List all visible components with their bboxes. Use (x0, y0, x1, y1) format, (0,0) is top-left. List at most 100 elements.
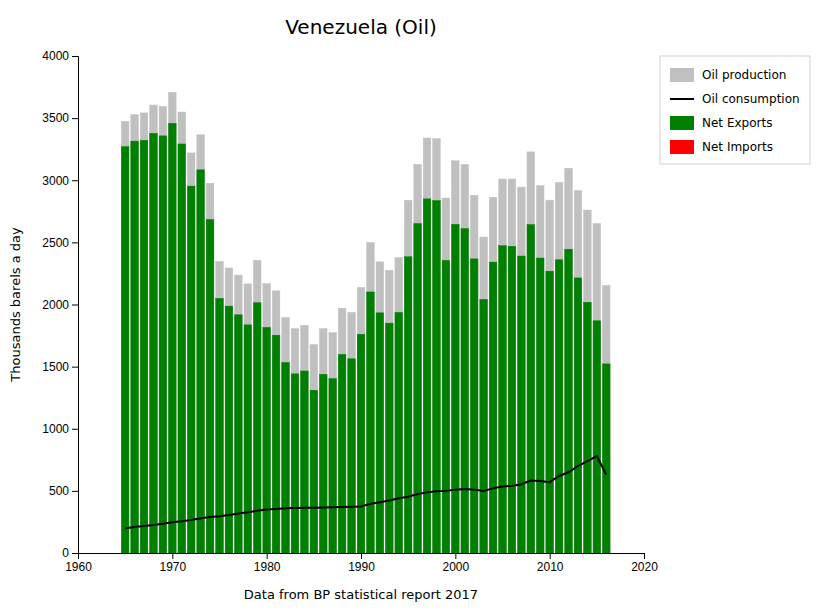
bar (206, 220, 214, 553)
bar (602, 285, 610, 553)
bar (480, 237, 488, 553)
bar (319, 329, 327, 553)
bar (140, 553, 148, 554)
legend-item: Oil production (670, 68, 786, 82)
bar (584, 553, 592, 554)
bar (593, 321, 601, 553)
bar (310, 390, 318, 553)
x-axis: 1960197019801990200020102020 (65, 553, 658, 574)
x-tick: 2000 (442, 553, 469, 574)
bar (291, 553, 299, 554)
bar (253, 553, 261, 554)
bar (235, 315, 243, 553)
bar (433, 201, 441, 553)
bar (169, 123, 177, 553)
bar (197, 553, 205, 554)
y-tick: 4000 (42, 49, 78, 63)
bar (357, 334, 365, 553)
x-tick: 1990 (348, 553, 375, 574)
tick-mark (644, 553, 645, 559)
bar (282, 318, 290, 553)
bar (319, 374, 327, 553)
bar (414, 553, 422, 554)
bar (348, 553, 356, 554)
bar (555, 553, 563, 554)
y-tick: 2500 (42, 236, 78, 250)
y-tick: 1000 (42, 422, 78, 436)
bar (546, 553, 554, 554)
y-tick: 1500 (42, 360, 78, 374)
bar (536, 258, 544, 553)
bar (329, 379, 337, 553)
bar (593, 553, 601, 554)
bar (159, 106, 167, 553)
bar (187, 186, 195, 553)
bar (178, 112, 186, 553)
bar (593, 224, 601, 553)
legend-swatch (670, 116, 694, 130)
bar (178, 553, 186, 554)
bar (159, 553, 167, 554)
legend-label: Oil consumption (702, 92, 800, 106)
bar (225, 268, 233, 553)
bar (565, 168, 573, 553)
tick-mark (455, 553, 456, 559)
bar (272, 291, 280, 553)
tick-label: 1990 (348, 560, 375, 574)
x-tick: 2020 (631, 553, 658, 574)
tick-label: 0 (62, 546, 69, 560)
bar (263, 553, 271, 554)
bar (187, 553, 195, 554)
bar (470, 553, 478, 554)
tick-label: 4000 (42, 49, 69, 63)
bar (216, 298, 224, 553)
bar (206, 553, 214, 554)
y-tick: 3500 (42, 111, 78, 125)
bar (121, 553, 129, 554)
bar (442, 198, 450, 553)
tick-mark (72, 56, 78, 57)
legend-label: Oil production (702, 68, 786, 82)
tick-label: 2020 (631, 560, 658, 574)
bar (546, 200, 554, 553)
bar (216, 262, 224, 553)
bar (159, 136, 167, 553)
bar (433, 553, 441, 554)
title: Venezuela (Oil) (285, 15, 437, 39)
bar (602, 553, 610, 554)
bar (282, 363, 290, 553)
bar (574, 191, 582, 553)
bar (536, 553, 544, 554)
bar (169, 92, 177, 553)
bar (546, 271, 554, 553)
legend-item: Net Imports (670, 140, 773, 154)
bar (461, 553, 469, 554)
bar (395, 312, 403, 553)
bar (178, 144, 186, 553)
bar (414, 224, 422, 553)
bar (131, 141, 139, 553)
bar (376, 553, 384, 554)
tick-mark (550, 553, 551, 559)
bar (404, 553, 412, 554)
bar (310, 345, 318, 553)
tick-mark (72, 180, 78, 181)
bar (527, 152, 535, 553)
bar-series (121, 92, 610, 553)
bar (395, 553, 403, 554)
y-tick: 2000 (42, 298, 78, 312)
bar (301, 553, 309, 554)
bar (555, 260, 563, 553)
axis-line (72, 57, 79, 554)
legend-label: Net Exports (702, 116, 772, 130)
bar (423, 138, 431, 553)
legend-label: Net Imports (702, 140, 773, 154)
bar (404, 200, 412, 553)
bar (263, 327, 271, 553)
bar (131, 553, 139, 554)
tick-label: 2010 (537, 560, 564, 574)
legend-item: Net Exports (670, 116, 772, 130)
bar (121, 147, 129, 553)
legend-swatch (670, 68, 694, 82)
bar (282, 553, 290, 554)
